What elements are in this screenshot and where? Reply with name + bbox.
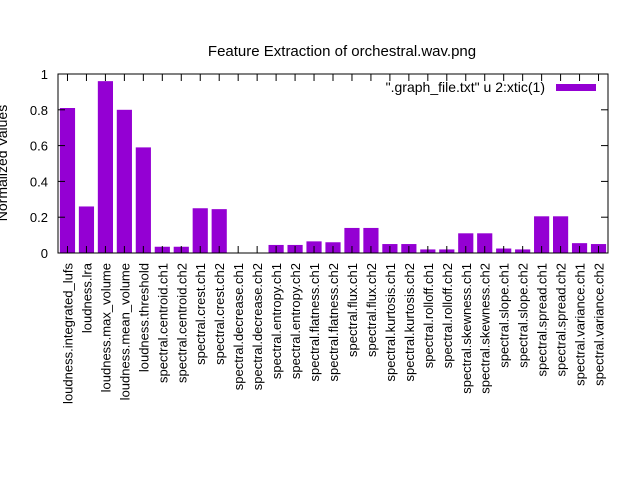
x-tick-label: spectral.crest.ch2 [212, 263, 227, 365]
x-tick-label: spectral.centroid.ch1 [155, 263, 170, 383]
x-tick-label: spectral.centroid.ch2 [174, 263, 189, 383]
x-tick-label: spectral.decrease.ch2 [250, 263, 265, 390]
x-tick-label: spectral.flatness.ch1 [307, 263, 322, 382]
x-tick-label: spectral.skewness.ch2 [478, 263, 493, 394]
x-ticks-group: loudness.integrated_lufs loudness.lra loud… [60, 74, 607, 404]
x-tick-label: loudness.threshold [136, 263, 151, 372]
bar-spectral-skewness-ch2 [477, 233, 493, 253]
x-tick-label: spectral.entropy.ch2 [288, 263, 303, 379]
x-tick-label: spectral.kurtosis.ch2 [402, 263, 417, 382]
bar-loudness-integrated-lufs [59, 108, 76, 253]
x-tick-label: spectral.variance.ch1 [573, 263, 588, 386]
bar-loudness-max-volume [97, 81, 113, 253]
x-tick-label: spectral.decrease.ch1 [231, 263, 246, 390]
bar-spectral-flux-ch1 [344, 227, 360, 253]
x-tick-label: spectral.rolloff.ch1 [421, 263, 436, 368]
legend-label: ".graph_file.txt" u 2:xtic(1) [386, 79, 545, 95]
x-tick-label: spectral.rolloff.ch2 [440, 263, 455, 368]
y-tick-label: 0.6 [30, 139, 48, 154]
chart-title: Feature Extraction of orchestral.wav.png [208, 43, 476, 60]
bar-spectral-spread-ch2 [553, 216, 569, 253]
x-tick-label: spectral.flux.ch2 [364, 263, 379, 357]
legend-swatch [556, 84, 596, 91]
bar-loudness-mean-volume [116, 109, 132, 253]
y-tick-label: 0.4 [30, 174, 48, 189]
bars-group [59, 81, 607, 253]
bar-loudness-lra [78, 206, 95, 253]
legend: ".graph_file.txt" u 2:xtic(1) [386, 79, 596, 95]
x-tick-label: spectral.slope.ch1 [497, 263, 512, 368]
bar-spectral-spread-ch1 [534, 216, 550, 253]
x-tick-label: spectral.variance.ch2 [592, 263, 607, 386]
x-tick-label: spectral.slope.ch2 [516, 263, 531, 368]
x-tick-label: spectral.crest.ch1 [193, 263, 208, 365]
bar-spectral-crest-ch1 [192, 208, 208, 253]
x-tick-label: spectral.spread.ch1 [535, 263, 550, 376]
x-tick-label: loudness.max_volume [98, 263, 113, 392]
bar-spectral-flux-ch2 [363, 227, 379, 253]
y-tick-label: 0.2 [30, 210, 48, 225]
x-tick-label: spectral.kurtosis.ch1 [383, 263, 398, 382]
bar-spectral-crest-ch2 [211, 209, 227, 253]
y-tick-label: 1 [41, 67, 48, 82]
plot-frame [57, 73, 609, 254]
y-tick-label: 0.8 [30, 103, 48, 118]
x-tick-label: spectral.spread.ch2 [554, 263, 569, 376]
x-tick-label: loudness.mean_volume [117, 263, 132, 400]
x-tick-label: loudness.integrated_lufs [60, 263, 75, 404]
x-tick-label: spectral.entropy.ch1 [269, 263, 284, 379]
y-axis-label: Normalized Values [0, 105, 10, 221]
bar-loudness-threshold [135, 147, 151, 253]
x-tick-label: spectral.flatness.ch2 [326, 263, 341, 382]
x-tick-label: loudness.lra [79, 262, 94, 333]
y-ticks-group: 0 0.2 0.4 0.6 0.8 1 [30, 67, 608, 261]
x-tick-label: spectral.flux.ch1 [345, 263, 360, 357]
bar-spectral-skewness-ch1 [458, 233, 474, 253]
x-tick-label: spectral.skewness.ch1 [459, 263, 474, 394]
y-tick-label: 0 [41, 246, 48, 261]
